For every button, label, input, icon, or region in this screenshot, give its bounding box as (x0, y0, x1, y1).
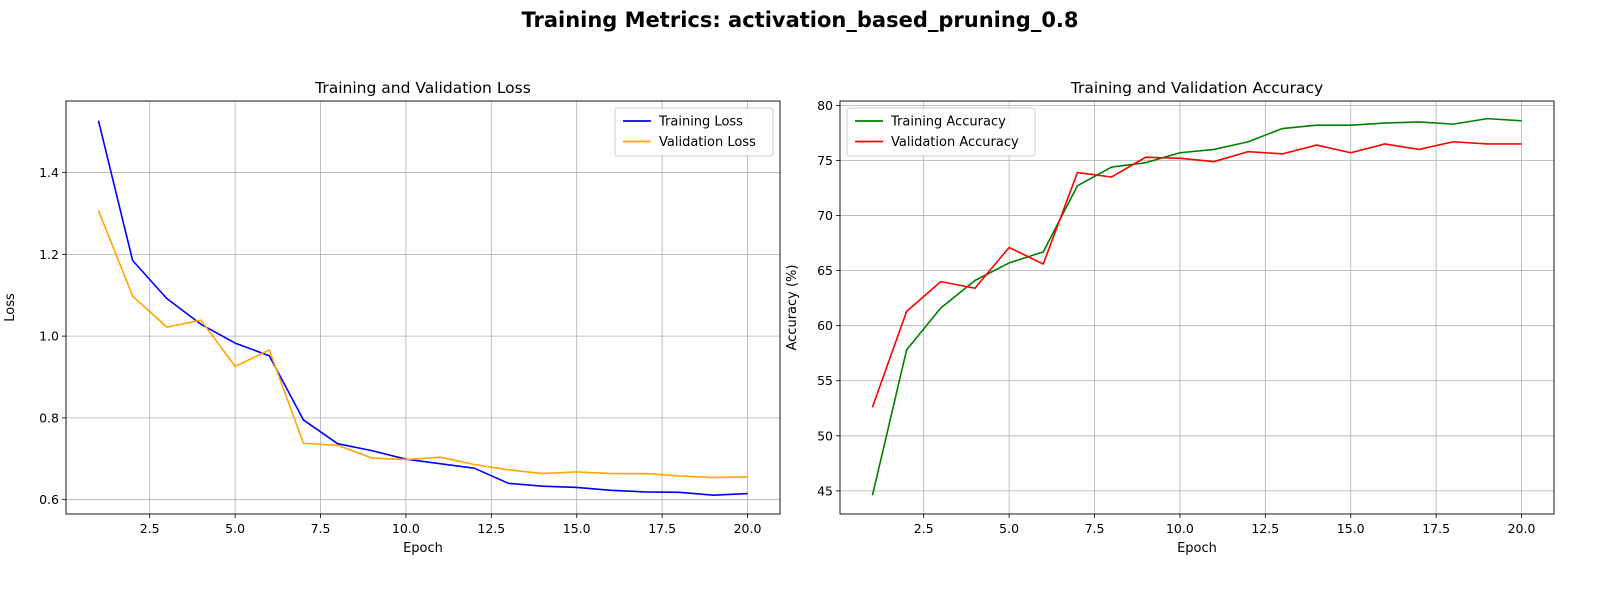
series-line-1 (97, 120, 748, 496)
chart-title: Training and Validation Accuracy (1070, 79, 1323, 97)
legend-box (614, 107, 774, 157)
legend-label-2: Validation Loss (659, 135, 756, 150)
y-tick-label: 55 (817, 373, 833, 388)
x-axis-label: Epoch (403, 541, 443, 556)
x-tick-label: 7.5 (1085, 521, 1105, 536)
x-tick-label: 7.5 (311, 521, 331, 536)
y-tick-label: 45 (817, 483, 833, 498)
plot-frame (839, 100, 1555, 515)
x-tick-label: 12.5 (1251, 521, 1279, 536)
y-tick-label: 1.4 (39, 165, 59, 180)
legend: Training Loss Validation Loss (614, 107, 774, 157)
y-tick-label: 60 (817, 318, 833, 333)
x-tick-label: 20.0 (1508, 521, 1536, 536)
x-tick-label: 17.5 (648, 521, 676, 536)
legend-box (846, 107, 1036, 157)
x-tick-label: 17.5 (1422, 521, 1450, 536)
series-line-2 (97, 210, 748, 479)
x-tick-label: 5.0 (225, 521, 245, 536)
y-tick-label: 70 (817, 208, 833, 223)
series-line-1 (871, 117, 1522, 496)
y-tick-label: 50 (817, 428, 833, 443)
x-tick-label: 15.0 (1337, 521, 1365, 536)
x-tick-label: 2.5 (914, 521, 934, 536)
chart-title: Training and Validation Loss (314, 79, 531, 97)
y-axis-label: Accuracy (%) (785, 265, 800, 351)
x-tick-label: 10.0 (392, 521, 420, 536)
x-tick-label: 5.0 (999, 521, 1019, 536)
series-line-2 (871, 140, 1522, 408)
x-tick-label: 20.0 (734, 521, 762, 536)
y-tick-label: 1.0 (39, 329, 59, 344)
x-tick-label: 10.0 (1166, 521, 1194, 536)
x-tick-label: 12.5 (477, 521, 505, 536)
y-axis-label: Loss (3, 293, 18, 322)
x-tick-label: 2.5 (140, 521, 160, 536)
legend-label-2: Validation Accuracy (891, 135, 1019, 150)
y-tick-label: 75 (817, 153, 833, 168)
y-tick-label: 65 (817, 263, 833, 278)
x-axis-label: Epoch (1177, 541, 1217, 556)
chart-2: 2.5 5.0 7.5 10.0 12.5 15.0 17.5 20.0 45 50 55 60 65 7… (785, 79, 1555, 556)
legend: Training Accuracy Validation Accuracy (846, 107, 1036, 157)
chart-1: 2.5 5.0 7.5 10.0 12.5 15.0 17.5 20.0 0.6 0.8 1.0 1.… (3, 79, 781, 556)
x-tick-label: 15.0 (563, 521, 591, 536)
y-tick-label: 80 (817, 98, 833, 113)
legend-label-1: Training Loss (658, 115, 743, 130)
legend-label-1: Training Accuracy (890, 115, 1006, 130)
y-tick-label: 1.2 (39, 247, 59, 262)
figure-title: Training Metrics: activation_based_pruni… (521, 8, 1079, 32)
plot-frame (65, 100, 781, 515)
y-tick-label: 0.6 (39, 492, 59, 507)
y-tick-label: 0.8 (39, 410, 59, 425)
